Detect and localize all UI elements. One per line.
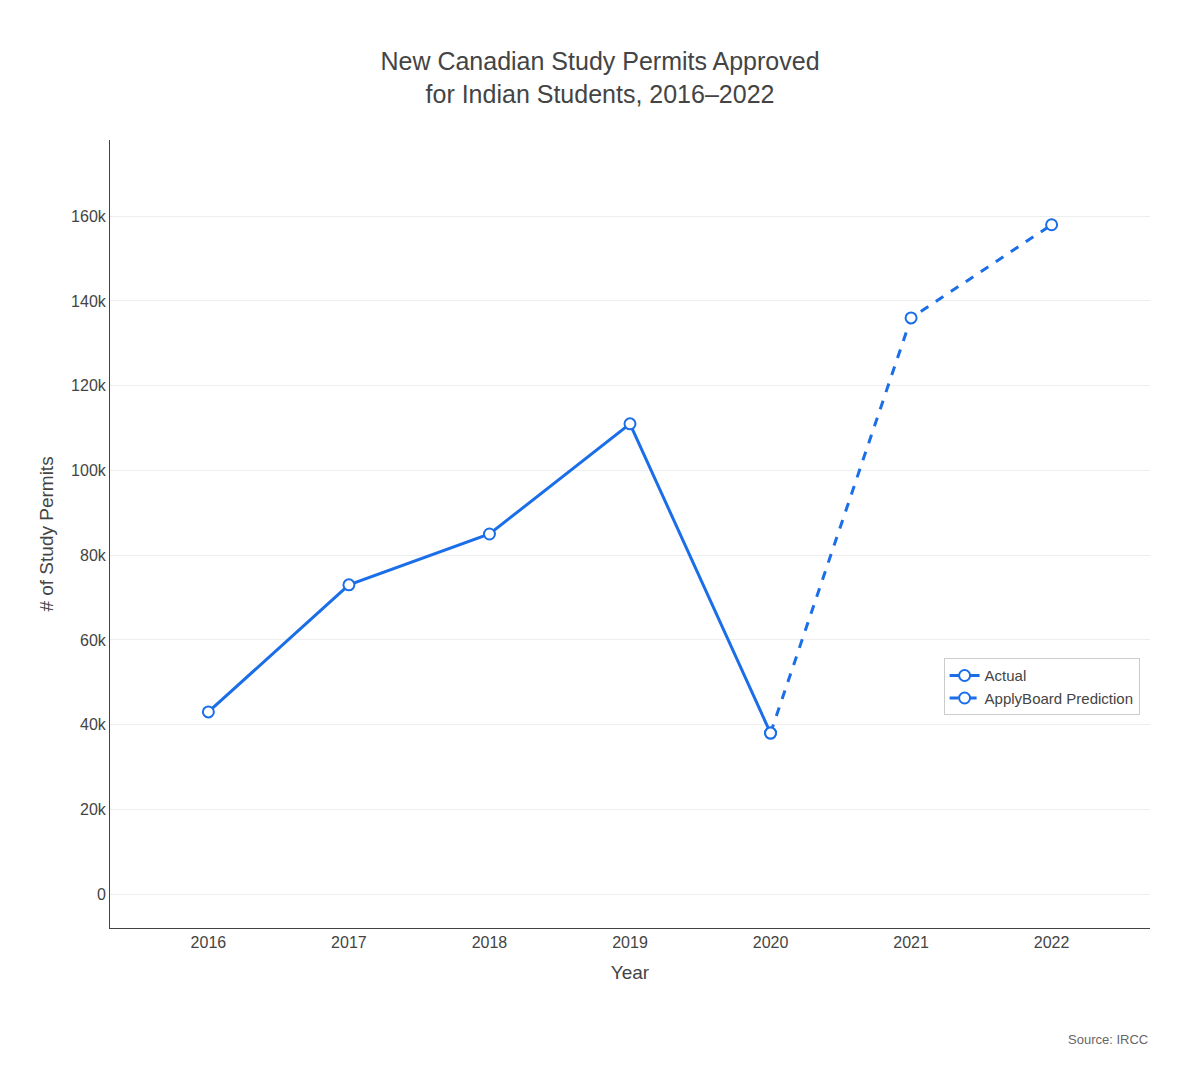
svg-text:0: 0 [97, 886, 106, 903]
svg-text:2016: 2016 [191, 934, 227, 951]
svg-text:2021: 2021 [893, 934, 929, 951]
svg-text:ApplyBoard Prediction: ApplyBoard Prediction [985, 690, 1133, 707]
svg-text:2019: 2019 [612, 934, 648, 951]
svg-text:100k: 100k [71, 462, 107, 479]
svg-text:New Canadian Study Permits App: New Canadian Study Permits Approvedfor I… [380, 47, 819, 108]
svg-text:80k: 80k [80, 547, 107, 564]
svg-text:140k: 140k [71, 293, 107, 310]
svg-text:60k: 60k [80, 632, 107, 649]
svg-text:2018: 2018 [472, 934, 508, 951]
svg-text:20k: 20k [80, 801, 107, 818]
svg-text:2022: 2022 [1034, 934, 1070, 951]
svg-text:40k: 40k [80, 716, 107, 733]
svg-text:Actual: Actual [985, 667, 1027, 684]
svg-text:Source: IRCC: Source: IRCC [1068, 1032, 1148, 1047]
svg-text:2020: 2020 [753, 934, 789, 951]
svg-text:120k: 120k [71, 377, 107, 394]
svg-text:Year: Year [611, 962, 650, 983]
svg-text:2017: 2017 [331, 934, 367, 951]
svg-text:# of Study Permits: # of Study Permits [36, 456, 57, 611]
svg-text:160k: 160k [71, 208, 107, 225]
